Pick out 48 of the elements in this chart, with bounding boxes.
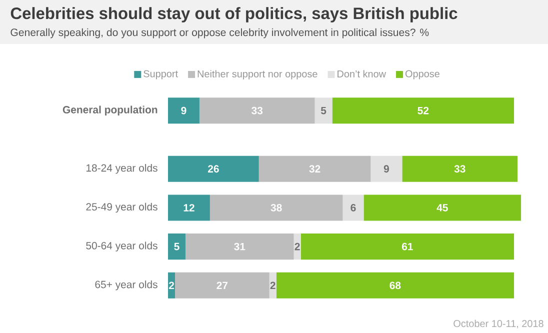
bar bbox=[185, 234, 294, 260]
y-tick-label: 65+ year olds bbox=[95, 280, 158, 290]
y-tick-label: General population bbox=[62, 106, 158, 116]
data-label: 38 bbox=[270, 204, 282, 212]
text: October 10-11, 2018 bbox=[454, 320, 544, 328]
data-label: 9 bbox=[384, 165, 389, 173]
data-label: 9 bbox=[181, 106, 186, 114]
legend-label: Don’t know bbox=[338, 70, 386, 78]
bar bbox=[294, 234, 301, 260]
data-label: 26 bbox=[208, 165, 219, 173]
data-label: 68 bbox=[390, 282, 401, 290]
bar bbox=[370, 156, 402, 182]
bar bbox=[258, 156, 371, 182]
bar bbox=[168, 234, 186, 260]
chart-title: Celebrities should stay out of politics, says British public bbox=[10, 7, 458, 22]
bar bbox=[168, 194, 210, 221]
y-tick-label: 25-49 year olds bbox=[86, 202, 158, 213]
data-label: 2 bbox=[168, 282, 174, 290]
data-label: 33 bbox=[252, 106, 263, 114]
bar bbox=[300, 234, 514, 260]
data-label: 2 bbox=[294, 242, 300, 250]
bar bbox=[168, 156, 259, 182]
data-label: 27 bbox=[216, 282, 228, 290]
bar bbox=[342, 194, 364, 221]
data-label: 6 bbox=[350, 204, 356, 212]
legend-label: Neither support nor oppose bbox=[198, 70, 318, 80]
bar bbox=[364, 194, 522, 221]
data-label: 32 bbox=[309, 165, 320, 173]
data-label: 5 bbox=[174, 242, 180, 250]
bar bbox=[168, 272, 175, 298]
bar bbox=[269, 272, 276, 298]
bar bbox=[402, 156, 518, 182]
bar bbox=[210, 194, 343, 221]
data-label: 5 bbox=[320, 106, 326, 114]
legend-label: Support bbox=[144, 70, 178, 80]
legend-label: Oppose bbox=[405, 70, 440, 80]
bar bbox=[174, 272, 270, 298]
y-tick-label: 50-64 year olds bbox=[86, 242, 158, 252]
data-label: 52 bbox=[418, 106, 429, 114]
data-label: 12 bbox=[184, 204, 194, 212]
data-label: 45 bbox=[436, 204, 448, 212]
data-label: 33 bbox=[454, 165, 466, 173]
bar bbox=[276, 272, 514, 298]
y-tick-label: 18-24 year olds bbox=[86, 164, 158, 174]
data-label: 61 bbox=[402, 242, 413, 250]
data-label: 31 bbox=[234, 242, 246, 250]
chart-subtitle: Generally speaking, do you support or oppose celebrity involvement in political issues? % bbox=[10, 28, 429, 38]
data-label: 2 bbox=[270, 282, 276, 290]
